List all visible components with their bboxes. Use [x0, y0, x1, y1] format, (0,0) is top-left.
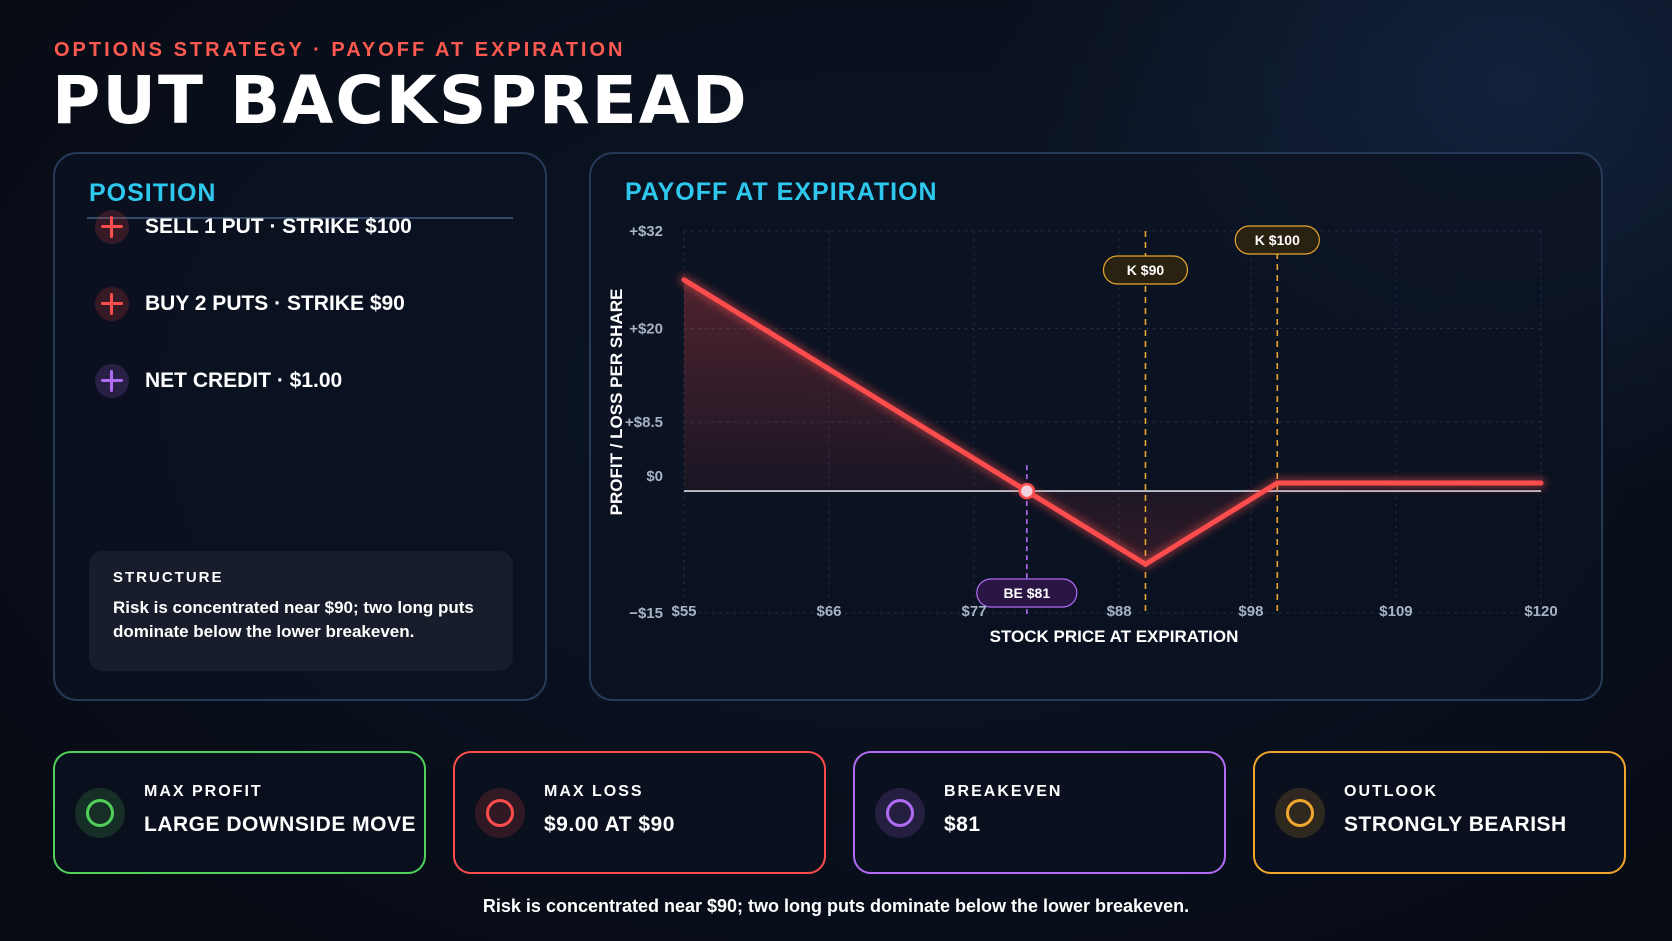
- stat-value: $9.00 AT $90: [544, 813, 675, 836]
- strike-label: K $100: [1255, 232, 1300, 248]
- position-item-net-credit: NET CREDIT · $1.00: [95, 363, 342, 399]
- structure-box: STRUCTURE Risk is concentrated near $90;…: [89, 551, 513, 671]
- circle-icon: [1275, 788, 1325, 838]
- x-tick-label: $98: [1238, 603, 1263, 620]
- payoff-chart: K $90 K $100 BE $81 $55 $66 $77 $88 $98 $109 $1…: [607, 223, 1558, 646]
- structure-title: STRUCTURE: [113, 569, 224, 586]
- structure-text: Risk is concentrated near $90; two long …: [113, 598, 474, 641]
- stat-card-max-loss: MAX LOSS $9.00 AT $90: [453, 751, 826, 874]
- x-tick-label: $55: [671, 603, 696, 620]
- payoff-line: [681, 277, 1544, 567]
- y-tick-label: +$8.5: [625, 414, 663, 431]
- y-axis-label: PROFIT / LOSS PER SHARE: [607, 289, 626, 516]
- plus-icon: [95, 210, 129, 244]
- page-title: PUT BACKSPREAD: [52, 62, 749, 139]
- x-axis-label: STOCK PRICE AT EXPIRATION: [990, 627, 1239, 646]
- stat-label: MAX PROFIT: [144, 783, 263, 800]
- loss-area: [1026, 491, 1265, 565]
- stat-value: $81: [944, 813, 981, 836]
- plus-icon: [95, 287, 129, 321]
- chart-panel: PAYOFF AT EXPIRATION K $90 K $100 BE $81 …: [589, 152, 1603, 701]
- y-tick-label: +$20: [629, 321, 663, 338]
- y-tick-label: +$32: [629, 223, 663, 240]
- stat-card-max-profit: MAX PROFIT LARGE DOWNSIDE MOVE: [53, 751, 426, 874]
- breakeven-point: [1018, 482, 1036, 500]
- x-tick-label: $88: [1107, 603, 1132, 620]
- chart-heading: PAYOFF AT EXPIRATION: [625, 178, 938, 206]
- position-divider: [87, 217, 513, 219]
- circle-icon: [475, 788, 525, 838]
- position-heading: POSITION: [89, 179, 217, 207]
- stat-value: STRONGLY BEARISH: [1344, 813, 1567, 836]
- position-item-label: SELL 1 PUT · STRIKE $100: [145, 215, 412, 238]
- position-item-buy-puts: BUY 2 PUTS · STRIKE $90: [95, 286, 405, 322]
- position-panel: POSITION SELL 1 PUT · STRIKE $100 BUY 2 …: [53, 152, 547, 701]
- stat-label: OUTLOOK: [1344, 783, 1438, 800]
- x-tick-label: $109: [1379, 603, 1412, 620]
- position-item-label: NET CREDIT · $1.00: [145, 369, 343, 392]
- x-tick-label: $120: [1524, 603, 1557, 620]
- footer-note: Risk is concentrated near $90; two long …: [482, 896, 1190, 916]
- y-tick-label: $0: [646, 468, 663, 485]
- header-kicker: OPTIONS STRATEGY · PAYOFF AT EXPIRATION: [54, 39, 626, 61]
- plus-icon: [95, 364, 129, 398]
- strike-badge: [1234, 225, 1320, 255]
- breakeven-label: BE $81: [1003, 585, 1050, 601]
- stat-value: LARGE DOWNSIDE MOVE: [144, 813, 417, 836]
- y-tick-label: −$15: [629, 605, 663, 622]
- stat-card-breakeven: BREAKEVEN $81: [853, 751, 1226, 874]
- stat-label: BREAKEVEN: [944, 783, 1063, 800]
- strike-badge: [1102, 255, 1189, 285]
- stat-card-outlook: OUTLOOK STRONGLY BEARISH: [1253, 751, 1626, 874]
- breakeven-badge: [976, 578, 1078, 608]
- strike-label: K $90: [1127, 262, 1165, 278]
- position-item-label: BUY 2 PUTS · STRIKE $90: [145, 292, 405, 315]
- position-item-sell-put: SELL 1 PUT · STRIKE $100: [95, 209, 412, 245]
- x-tick-label: $77: [962, 603, 987, 620]
- stat-label: MAX LOSS: [544, 783, 644, 800]
- circle-icon: [75, 788, 125, 838]
- circle-icon: [875, 788, 925, 838]
- profit-area: [684, 279, 1027, 492]
- x-tick-label: $66: [817, 603, 842, 620]
